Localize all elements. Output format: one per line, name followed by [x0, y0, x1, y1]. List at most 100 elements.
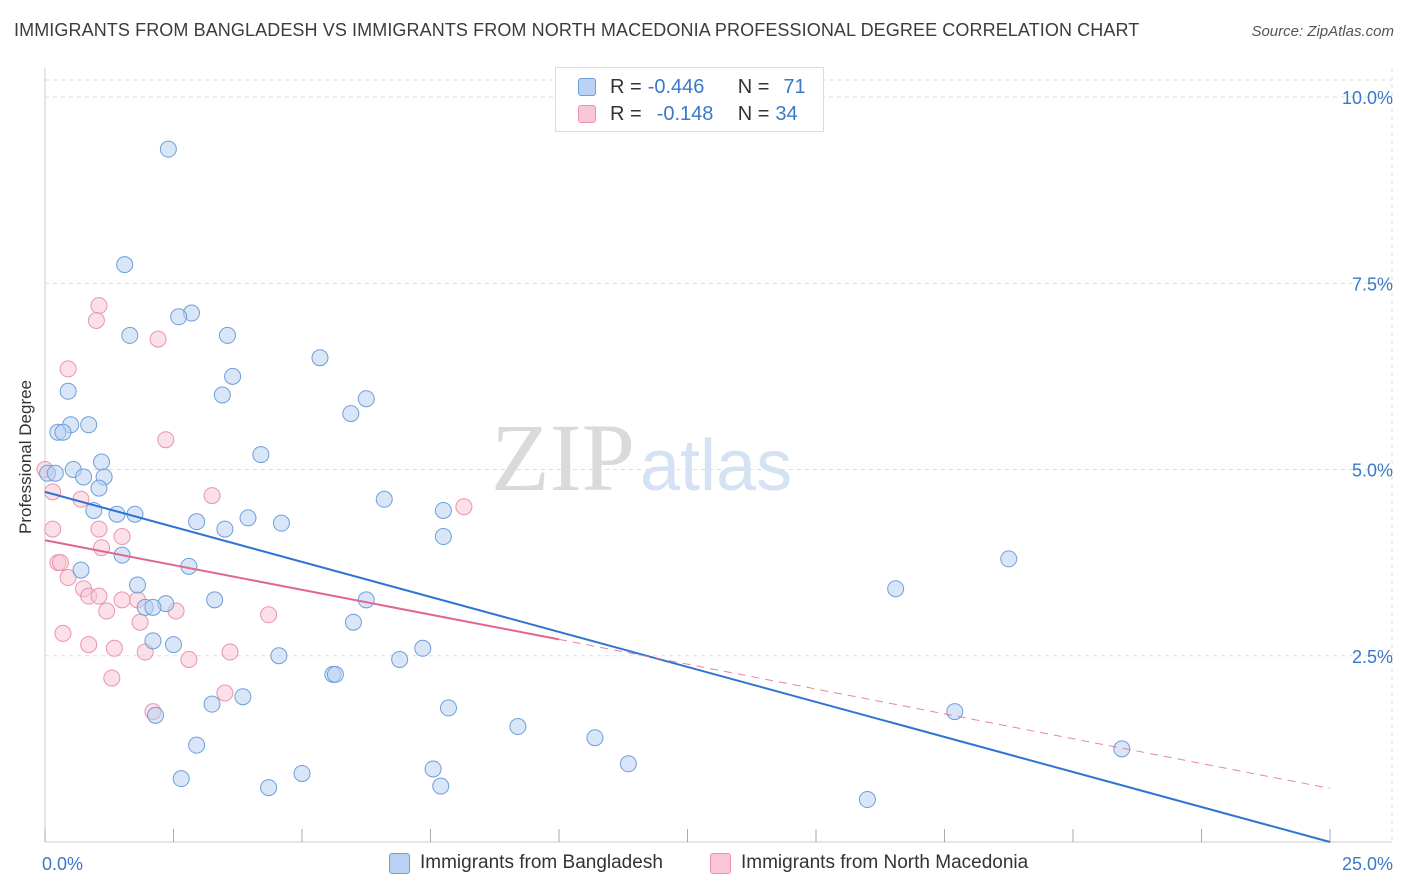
bangladesh-point	[75, 468, 93, 486]
north-macedonia-point	[113, 591, 131, 609]
bangladesh-point	[344, 613, 362, 631]
legend-r-label: R =	[610, 75, 642, 98]
north-macedonia-point	[113, 528, 131, 546]
bottom-legend-label: Immigrants from North Macedonia	[741, 852, 1029, 873]
legend-n-value: 71	[783, 75, 806, 98]
north-macedonia-point	[149, 330, 167, 348]
legend-n-label: N =	[737, 102, 770, 125]
watermark: ZIP atlas	[491, 404, 792, 511]
bangladesh-point	[391, 650, 409, 668]
bangladesh-point	[357, 591, 375, 609]
bottom-legend-swatch-blue	[389, 852, 410, 874]
bangladesh-point	[144, 598, 162, 616]
source-credit: Source: ZipAtlas.com	[1251, 23, 1394, 40]
bangladesh-point	[342, 405, 360, 423]
legend-swatch-pink	[578, 105, 596, 123]
grid	[45, 68, 1393, 842]
bangladesh-point	[147, 706, 165, 724]
bangladesh-point	[80, 416, 98, 434]
legend-n-label: N =	[737, 75, 770, 98]
bangladesh-point	[59, 382, 77, 400]
legend-n-value: 34	[775, 102, 798, 125]
bangladesh-point	[129, 576, 147, 594]
north-macedonia-point	[216, 684, 234, 702]
bangladesh-point	[946, 703, 964, 721]
legend-row-north-macedonia: R = -0.148 N = 34	[578, 101, 798, 127]
watermark-zip: ZIP	[491, 404, 635, 511]
bangladesh-point	[159, 140, 177, 158]
north-macedonia-point	[180, 650, 198, 668]
legend-r-label: R =	[610, 102, 642, 125]
tick-labels: 2.5% 5.0% 7.5% 10.0% 0.0% 25.0%	[42, 88, 1393, 874]
north-macedonia-trend-line	[44, 539, 560, 641]
bangladesh-point	[116, 256, 134, 274]
bangladesh-point	[216, 520, 234, 538]
bangladesh-point	[72, 561, 90, 579]
bangladesh-point	[93, 453, 111, 471]
bangladesh-point	[619, 755, 637, 773]
bangladesh-point	[509, 718, 527, 736]
north-macedonia-point	[203, 487, 221, 505]
north-macedonia-point	[59, 360, 77, 378]
y-tick-label: 7.5%	[1352, 274, 1393, 294]
north-macedonia-point	[59, 569, 77, 587]
bangladesh-point	[858, 791, 876, 809]
bangladesh-point	[108, 505, 126, 523]
bangladesh-point	[1113, 740, 1131, 758]
legend-r-value: -0.148	[656, 102, 714, 125]
bangladesh-point	[165, 636, 182, 654]
bangladesh-point	[1000, 550, 1018, 568]
bangladesh-point	[424, 760, 442, 778]
x-tick-label-max: 25.0%	[1342, 854, 1393, 874]
bangladesh-point	[121, 326, 139, 344]
north-macedonia-point	[98, 602, 116, 620]
north-macedonia-point	[93, 539, 111, 557]
north-macedonia-point	[44, 520, 62, 538]
bangladesh-point	[311, 349, 329, 367]
north-macedonia-point	[157, 431, 175, 449]
watermark-atlas: atlas	[640, 426, 792, 506]
x-tick-label-min: 0.0%	[42, 854, 83, 874]
bangladesh-point	[260, 779, 278, 797]
bangladesh-point	[203, 695, 221, 713]
bottom-legend-swatch-pink	[710, 852, 731, 874]
bangladesh-point	[414, 639, 432, 657]
bangladesh-point	[170, 308, 188, 326]
bottom-legend-label: Immigrants from Bangladesh	[420, 852, 663, 873]
bangladesh-point	[270, 647, 288, 665]
north-macedonia-point	[260, 606, 278, 624]
bangladesh-point	[239, 509, 257, 527]
bangladesh-point	[326, 665, 344, 683]
north-macedonia-point	[103, 669, 121, 687]
bangladesh-point	[234, 688, 252, 706]
legend-swatch-blue	[578, 78, 596, 96]
legend-r-value: -0.446	[647, 75, 705, 98]
bangladesh-point	[375, 490, 393, 508]
axes	[44, 68, 1392, 843]
north-macedonia-point	[221, 643, 239, 661]
bangladesh-point	[90, 479, 108, 497]
bangladesh-point	[46, 464, 64, 482]
y-axis-label: Professional Degree	[16, 379, 35, 535]
bangladesh-point	[434, 528, 452, 546]
bangladesh-point	[188, 736, 206, 754]
correlation-legend: R = -0.446 N = 71 R = -0.148 N = 34	[555, 67, 824, 132]
bangladesh-point	[144, 632, 162, 650]
bangladesh-point	[293, 764, 311, 782]
bangladesh-point	[218, 326, 236, 344]
bangladesh-point	[54, 423, 72, 441]
bangladesh-point	[252, 446, 270, 464]
bangladesh-point	[188, 513, 206, 531]
bangladesh-trend-line	[44, 490, 1331, 843]
bottom-legend-bangladesh: Immigrants from Bangladesh	[389, 852, 663, 874]
north-macedonia-point	[455, 498, 473, 516]
bangladesh-point	[439, 699, 457, 717]
north-macedonia-trend-extension	[558, 638, 1331, 789]
bangladesh-point	[432, 777, 450, 795]
bangladesh-point	[172, 770, 190, 788]
bangladesh-point	[213, 386, 231, 404]
bangladesh-point	[224, 367, 242, 385]
y-tick-label: 10.0%	[1342, 88, 1393, 108]
legend-row-bangladesh: R = -0.446 N = 71	[578, 74, 806, 100]
bangladesh-point	[434, 501, 452, 519]
